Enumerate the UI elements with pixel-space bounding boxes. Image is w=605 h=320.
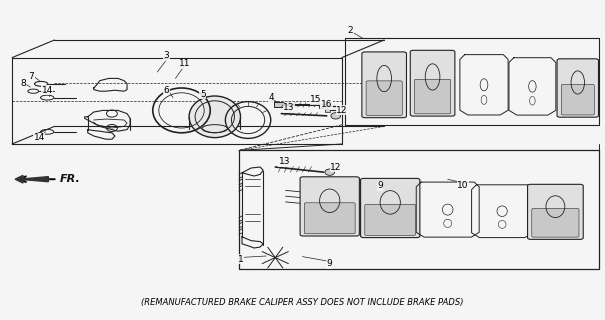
Text: 11: 11 — [178, 60, 191, 68]
Text: 12: 12 — [336, 106, 347, 115]
FancyBboxPatch shape — [414, 79, 451, 114]
FancyBboxPatch shape — [366, 81, 402, 116]
Text: 13: 13 — [278, 157, 290, 166]
Bar — [274, 102, 283, 107]
Polygon shape — [19, 177, 48, 182]
FancyBboxPatch shape — [561, 84, 594, 115]
FancyBboxPatch shape — [410, 50, 455, 116]
Ellipse shape — [325, 169, 335, 175]
Text: 13: 13 — [283, 103, 295, 112]
Text: (REMANUFACTURED BRAKE CALIPER ASSY DOES NOT INCLUDE BRAKE PADS): (REMANUFACTURED BRAKE CALIPER ASSY DOES … — [141, 298, 464, 307]
Text: 6: 6 — [163, 86, 169, 95]
Text: 16: 16 — [321, 100, 333, 109]
Text: FR.: FR. — [59, 174, 80, 184]
Text: 4: 4 — [268, 93, 274, 102]
Bar — [319, 104, 325, 108]
FancyBboxPatch shape — [365, 204, 416, 236]
Text: 10: 10 — [457, 181, 469, 190]
Text: 15: 15 — [310, 95, 322, 104]
Text: 14: 14 — [42, 86, 53, 95]
FancyBboxPatch shape — [300, 177, 359, 236]
FancyBboxPatch shape — [304, 203, 355, 234]
FancyBboxPatch shape — [557, 59, 598, 117]
Text: 9: 9 — [327, 260, 333, 268]
Text: 5: 5 — [200, 90, 206, 99]
Bar — [325, 109, 330, 112]
Text: 14: 14 — [34, 133, 45, 142]
Text: 12: 12 — [330, 163, 341, 172]
Ellipse shape — [331, 113, 341, 119]
Ellipse shape — [189, 96, 240, 138]
FancyBboxPatch shape — [361, 179, 420, 237]
FancyBboxPatch shape — [362, 52, 407, 118]
Text: 1: 1 — [238, 255, 244, 264]
Polygon shape — [15, 175, 23, 183]
Bar — [239, 150, 599, 269]
Text: 8: 8 — [20, 79, 26, 88]
FancyBboxPatch shape — [528, 184, 583, 239]
Text: 7: 7 — [28, 72, 34, 81]
FancyBboxPatch shape — [532, 208, 579, 237]
Text: 2: 2 — [347, 26, 353, 35]
Text: 9: 9 — [377, 181, 383, 190]
Text: 3: 3 — [163, 52, 169, 60]
